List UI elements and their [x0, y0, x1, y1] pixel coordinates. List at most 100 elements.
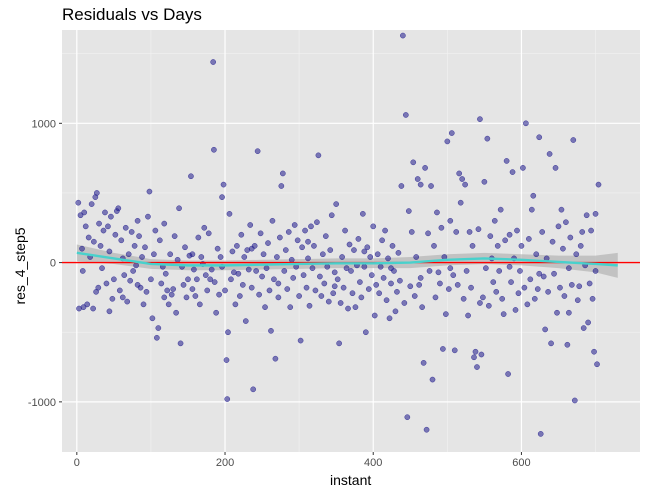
- data-point: [225, 329, 231, 336]
- data-point: [223, 357, 230, 363]
- data-point: [561, 293, 568, 299]
- data-point: [349, 290, 356, 297]
- data-point: [405, 208, 412, 214]
- data-point: [156, 237, 163, 244]
- data-point: [297, 337, 304, 344]
- data-point: [228, 276, 234, 283]
- data-point: [277, 234, 283, 241]
- data-point: [91, 238, 97, 245]
- data-point: [454, 282, 461, 288]
- data-point: [271, 276, 277, 283]
- data-point: [361, 263, 368, 270]
- data-point: [189, 286, 196, 292]
- data-point: [140, 301, 147, 308]
- data-point: [204, 287, 211, 294]
- data-point: [395, 249, 402, 256]
- data-point: [420, 360, 427, 366]
- data-point: [262, 304, 268, 311]
- data-point: [567, 234, 574, 241]
- data-point: [589, 295, 596, 302]
- x-axis-label: instant: [330, 472, 372, 488]
- data-point: [194, 276, 200, 283]
- data-point: [487, 233, 494, 239]
- data-point: [388, 280, 394, 287]
- data-point: [497, 206, 504, 213]
- data-point: [466, 229, 473, 235]
- data-point: [460, 295, 467, 302]
- data-point: [229, 248, 236, 255]
- data-point: [162, 270, 169, 277]
- data-point: [591, 348, 597, 355]
- data-point: [96, 220, 102, 227]
- data-point: [472, 348, 479, 355]
- data-point: [339, 254, 345, 260]
- y-tick-label: 0: [50, 258, 56, 270]
- data-point: [202, 272, 209, 278]
- data-point: [176, 205, 182, 212]
- data-point: [518, 243, 525, 249]
- data-point: [324, 263, 331, 270]
- data-point: [142, 244, 148, 251]
- data-point: [576, 283, 583, 290]
- data-point: [177, 340, 184, 347]
- data-point: [217, 254, 224, 260]
- data-point: [288, 256, 295, 263]
- data-point: [211, 279, 218, 285]
- data-point: [564, 341, 571, 348]
- data-point: [93, 190, 100, 196]
- data-point: [371, 312, 378, 319]
- data-point: [238, 231, 245, 238]
- data-point: [417, 275, 424, 281]
- data-point: [257, 230, 264, 237]
- data-point: [151, 251, 157, 258]
- data-point: [136, 233, 142, 239]
- data-point: [370, 223, 377, 230]
- data-point: [303, 284, 310, 291]
- data-point: [85, 234, 92, 241]
- data-point: [416, 282, 423, 288]
- data-point: [79, 245, 85, 252]
- data-point: [188, 173, 194, 180]
- data-point: [275, 294, 282, 301]
- data-point: [385, 255, 391, 262]
- data-point: [382, 227, 388, 234]
- data-point: [340, 284, 347, 291]
- data-point: [317, 273, 323, 280]
- data-point: [185, 276, 191, 283]
- data-point: [555, 223, 562, 230]
- data-point: [115, 205, 122, 212]
- data-point: [278, 183, 285, 189]
- data-point: [431, 243, 437, 249]
- data-point: [325, 298, 332, 305]
- x-tick-label: 600: [512, 457, 530, 469]
- data-point: [336, 340, 342, 347]
- data-point: [81, 209, 88, 216]
- data-point: [574, 297, 581, 304]
- data-point: [108, 213, 114, 220]
- data-point: [531, 295, 538, 302]
- data-point: [413, 254, 420, 260]
- data-point: [312, 287, 319, 294]
- data-point: [331, 269, 338, 276]
- data-point: [348, 268, 354, 274]
- data-point: [380, 275, 387, 281]
- data-point: [137, 284, 144, 291]
- data-point: [377, 263, 384, 270]
- y-tick-label: -1000: [28, 397, 56, 409]
- data-point: [248, 245, 255, 252]
- y-tick-label: 1000: [32, 118, 56, 130]
- data-point: [373, 282, 380, 288]
- data-point: [314, 219, 320, 226]
- data-point: [111, 276, 117, 283]
- data-point: [551, 270, 557, 277]
- data-point: [533, 251, 540, 258]
- smooth-line: [76, 251, 618, 267]
- data-point: [146, 188, 153, 195]
- data-point: [279, 170, 286, 177]
- data-point: [383, 297, 390, 304]
- data-point: [352, 304, 359, 311]
- data-point: [457, 199, 464, 206]
- data-point: [494, 243, 501, 249]
- data-point: [328, 212, 335, 219]
